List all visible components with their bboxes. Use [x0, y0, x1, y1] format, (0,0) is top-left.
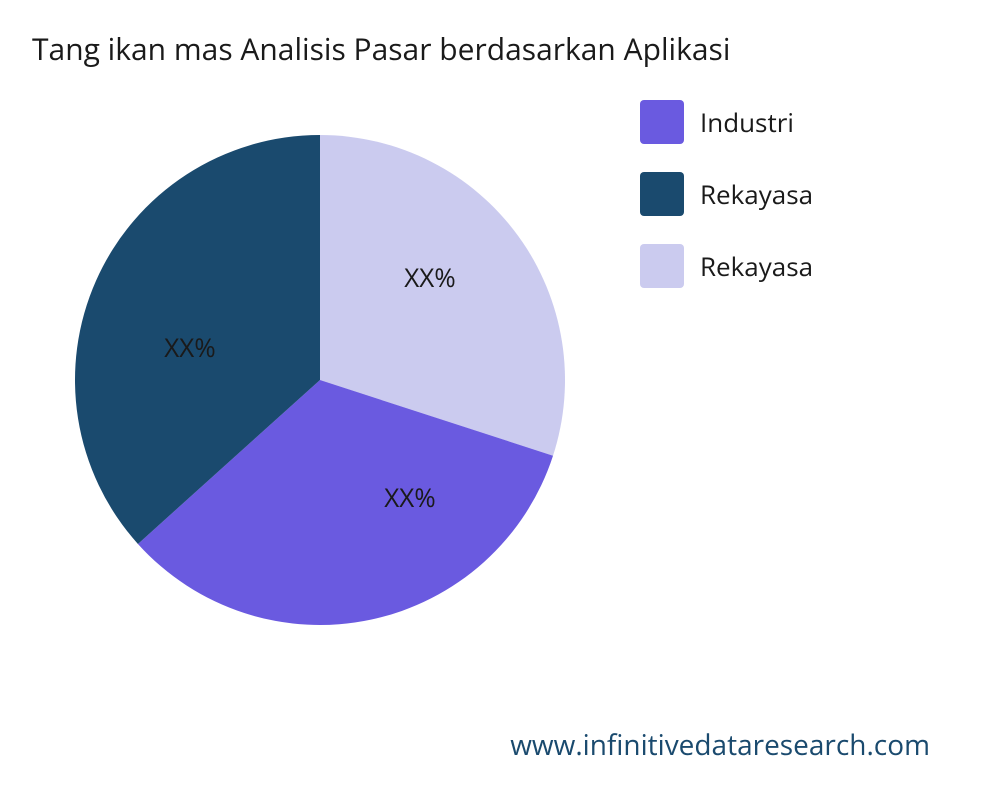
legend-label: Industri: [700, 104, 794, 140]
legend-swatch: [640, 100, 684, 144]
slice-label: XX%: [164, 329, 216, 365]
legend-label: Rekayasa: [700, 176, 813, 212]
legend-item: Rekayasa: [640, 244, 813, 288]
chart-title: Tang ikan mas Analisis Pasar berdasarkan…: [32, 28, 730, 69]
legend-item: Rekayasa: [640, 172, 813, 216]
slice-label: XX%: [404, 259, 456, 295]
footer-url: www.infinitivedataresearch.com: [510, 726, 930, 764]
legend-label: Rekayasa: [700, 248, 813, 284]
legend: Industri Rekayasa Rekayasa: [640, 100, 813, 288]
legend-swatch: [640, 172, 684, 216]
pie-chart: XX% XX% XX%: [60, 90, 580, 610]
legend-swatch: [640, 244, 684, 288]
legend-item: Industri: [640, 100, 813, 144]
slice-label: XX%: [384, 479, 436, 515]
